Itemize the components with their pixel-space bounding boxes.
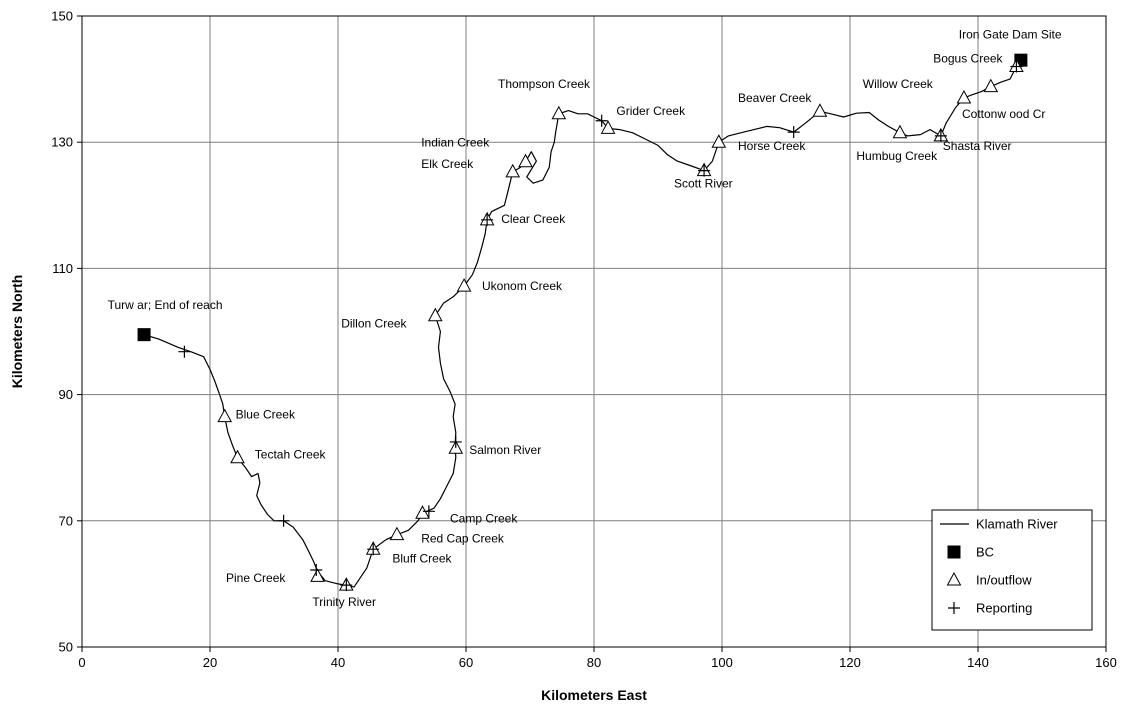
bc-marker	[137, 328, 151, 342]
y-tick-label: 150	[51, 9, 73, 24]
x-tick-label: 120	[839, 655, 861, 670]
x-tick-label: 20	[203, 655, 217, 670]
site-markers	[137, 53, 1028, 592]
inoutflow-marker	[711, 134, 727, 148]
reporting-marker	[367, 543, 380, 556]
site-label: Elk Creek	[421, 157, 474, 171]
x-tick-label: 60	[459, 655, 473, 670]
x-tick-label: 100	[711, 655, 733, 670]
inoutflow-marker	[505, 163, 521, 178]
site-label: Humbug Creek	[856, 149, 938, 163]
y-tick-labels: 50 70 90 110 130 150	[51, 9, 73, 655]
axis-ticks	[77, 15, 1107, 652]
site-label: Red Cap Creek	[421, 531, 505, 545]
reporting-marker	[595, 114, 608, 127]
inoutflow-marker	[427, 307, 443, 322]
inoutflow-marker	[518, 153, 533, 168]
site-label: Bluff Creek	[392, 551, 452, 565]
x-tick-label: 0	[78, 655, 85, 670]
y-axis-title: Kilometers North	[9, 275, 25, 389]
site-label: Blue Creek	[236, 408, 296, 422]
site-label: Pine Creek	[226, 571, 286, 585]
site-label: Tectah Creek	[255, 447, 327, 461]
y-tick-label: 70	[59, 513, 73, 528]
y-tick-label: 90	[59, 387, 73, 402]
inoutflow-marker	[415, 505, 430, 519]
inoutflow-marker	[389, 526, 405, 541]
inoutflow-marker	[983, 78, 999, 93]
legend-items: Klamath River BC In/outflow Reporting	[940, 517, 1058, 616]
x-tick-labels: 0 20 40 60 80 100 120 140 160	[78, 655, 1116, 670]
site-label: Turw ar; End of reach	[108, 298, 223, 312]
y-tick-label: 130	[51, 135, 73, 150]
site-label: Clear Creek	[501, 212, 566, 226]
x-tick-label: 160	[1095, 655, 1117, 670]
inoutflow-marker	[956, 89, 972, 104]
reporting-marker	[481, 213, 494, 226]
y-tick-label: 110	[52, 261, 73, 276]
y-tick-label: 50	[59, 640, 73, 655]
reporting-marker	[422, 505, 435, 518]
site-label: Willow Creek	[863, 77, 934, 91]
inoutflow-marker	[600, 120, 616, 134]
inoutflow-marker	[310, 568, 325, 582]
inoutflow-marker	[892, 124, 908, 139]
site-label: Horse Creek	[738, 139, 806, 153]
legend: Klamath River BC In/outflow Reporting	[931, 509, 1093, 631]
inoutflow-marker	[551, 105, 567, 120]
reporting-marker	[449, 435, 462, 448]
site-label: Indian Creek	[421, 136, 490, 150]
inoutflow-marker	[946, 571, 962, 586]
legend-label: Reporting	[976, 601, 1032, 616]
x-axis-title: Kilometers East	[541, 687, 647, 703]
reporting-marker	[787, 126, 800, 139]
site-label: Camp Creek	[450, 512, 518, 526]
reporting-marker	[310, 564, 323, 577]
site-label: Trinity River	[312, 595, 376, 609]
reporting-marker	[934, 129, 947, 142]
legend-box	[931, 509, 1093, 631]
x-tick-label: 80	[587, 655, 601, 670]
inoutflow-marker	[217, 408, 233, 423]
site-label: Salmon River	[469, 443, 541, 457]
bc-marker	[947, 545, 961, 559]
site-label: Iron Gate Dam Site	[959, 28, 1062, 42]
reporting-marker	[178, 345, 191, 358]
x-tick-label: 140	[967, 655, 989, 670]
inoutflow-marker	[812, 103, 828, 117]
site-label: Dillon Creek	[341, 317, 407, 331]
reporting-marker	[698, 164, 711, 177]
reporting-marker	[340, 579, 353, 592]
reporting-marker	[277, 514, 290, 527]
site-label: Thompson Creek	[498, 77, 591, 91]
legend-label: Klamath River	[976, 517, 1058, 532]
x-tick-label: 40	[331, 655, 345, 670]
site-label: Bogus Creek	[933, 52, 1003, 66]
inoutflow-marker	[230, 449, 245, 464]
site-label: Beaver Creek	[738, 91, 812, 105]
site-label: Scott River	[674, 177, 733, 191]
site-labels: Iron Gate Dam Site Bogus Creek Willow Cree…	[108, 28, 1062, 609]
site-label: Cottonw ood Cr	[962, 107, 1045, 121]
site-label: Ukonom Creek	[482, 279, 563, 293]
inoutflow-marker	[456, 278, 472, 292]
reporting-marker	[948, 602, 960, 614]
legend-label: BC	[976, 545, 994, 560]
reporting-marker	[1010, 60, 1023, 73]
site-label: Grider Creek	[616, 104, 686, 118]
site-label: Shasta River	[943, 139, 1012, 153]
legend-label: In/outflow	[976, 573, 1032, 588]
